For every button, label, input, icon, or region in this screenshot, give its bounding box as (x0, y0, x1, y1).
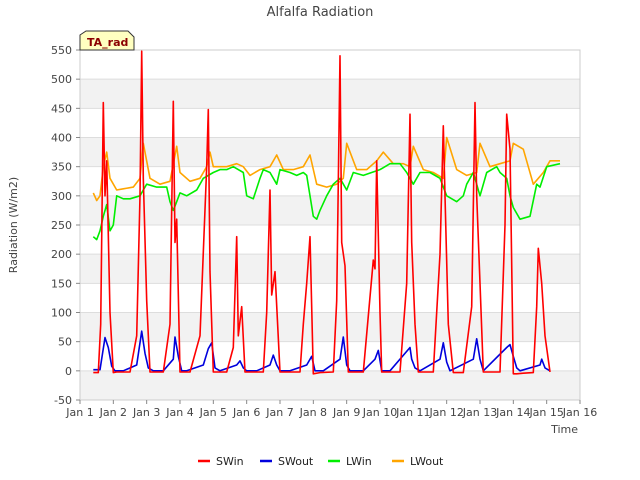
background-band (80, 108, 580, 138)
legend-label-swin: SWin (216, 455, 244, 468)
background-band (80, 283, 580, 313)
legend-label-lwout: LWout (410, 455, 444, 468)
x-tick-label: Jan 12 (428, 406, 463, 419)
y-tick-label: 0 (65, 365, 72, 378)
background-band (80, 370, 580, 400)
y-tick-label: 500 (51, 73, 72, 86)
background-band (80, 195, 580, 225)
legend-label-lwin: LWin (346, 455, 372, 468)
x-tick-label: Jan 14 (495, 406, 530, 419)
x-tick-label: Jan 4 (165, 406, 193, 419)
y-tick-label: 250 (51, 219, 72, 232)
y-axis-ticks: -50 0 50 100 150 200 250 300 350 400 450 500 550 (51, 44, 80, 407)
x-tick-label: Jan 3 (132, 406, 160, 419)
series-line-lwout (92, 136, 560, 202)
badge-shape (79, 30, 135, 51)
gridlines (80, 49, 580, 401)
background-band (80, 79, 580, 109)
chart-title: Alfalfa Radiation (267, 5, 374, 20)
x-tick-label: Jan 8 (299, 406, 327, 419)
y-tick-label: 450 (51, 102, 72, 115)
series-layer (92, 50, 561, 375)
x-tick-label: Jan 6 (232, 406, 260, 419)
x-tick-label: Jan 10 (362, 406, 397, 419)
x-tick-label: Jan 1 (65, 406, 93, 419)
y-tick-label: -50 (54, 394, 72, 407)
y-axis-label: Radiation (W/m2) (7, 177, 20, 273)
y-tick-label: 100 (51, 307, 72, 320)
plot-background-bands (80, 50, 580, 400)
y-tick-label: 50 (58, 336, 72, 349)
series-line-lwin (92, 162, 561, 241)
legend-label-swout: SWout (278, 455, 314, 468)
x-axis-ticks: Jan 1 Jan 2 Jan 3 Jan 4 Jan 5 Jan 6 Jan 7 Jan 8… (65, 400, 597, 419)
x-axis-label: Time (550, 423, 578, 436)
background-band (80, 137, 580, 167)
x-tick-label: Jan 11 (395, 406, 430, 419)
y-tick-label: 150 (51, 277, 72, 290)
background-band (80, 312, 580, 342)
y-tick-label: 400 (51, 132, 72, 145)
x-tick-label: Jan 16 (562, 406, 597, 419)
y-tick-label: 350 (51, 161, 72, 174)
x-tick-label: Jan 5 (199, 406, 227, 419)
y-tick-label: 300 (51, 190, 72, 203)
background-band (80, 254, 580, 284)
y-tick-label: 550 (51, 44, 72, 57)
background-band (80, 50, 580, 80)
series-line-swin (93, 50, 551, 375)
legend: SWin SWout LWin LWout (198, 455, 444, 468)
background-band (80, 225, 580, 255)
badge-label: TA_rad (87, 36, 128, 49)
x-tick-label: Jan 15 (528, 406, 563, 419)
x-tick-label: Jan 13 (462, 406, 497, 419)
y-tick-label: 200 (51, 248, 72, 261)
series-line-swout (93, 330, 551, 372)
x-tick-label: Jan 9 (332, 406, 360, 419)
x-tick-label: Jan 7 (265, 406, 293, 419)
ta-rad-badge: TA_rad (79, 30, 135, 51)
x-tick-label: Jan 2 (99, 406, 127, 419)
